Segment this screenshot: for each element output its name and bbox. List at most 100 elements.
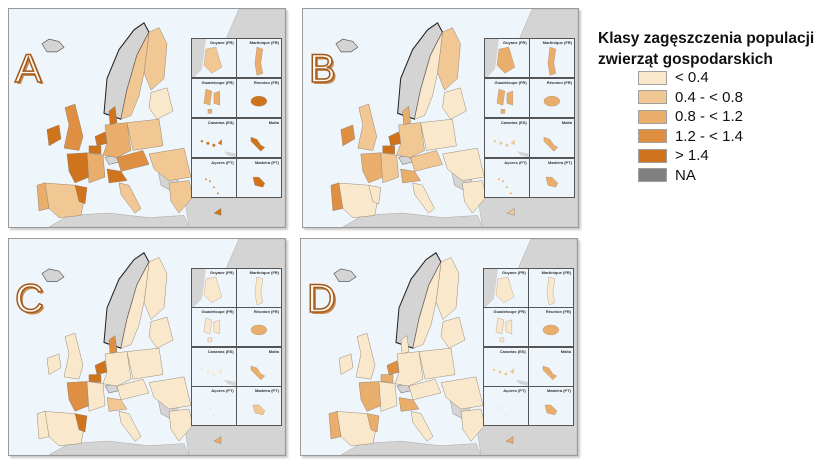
region-pl [126,347,164,380]
region-hu-ro [148,147,192,181]
inset-shape [254,46,264,76]
inset-label: Réunion (FR) [253,309,279,315]
region-fr-e [380,152,399,184]
inset-5: Malta [529,347,573,386]
inset-7: Madeira (PT) [529,387,573,425]
legend-label: < 0.4 [675,69,709,87]
inset-shape [254,276,264,306]
region-be [88,374,102,383]
inset-label: Canarias (ES) [500,119,527,125]
region-uk [357,103,377,151]
legend-item: 0.8 - < 1.2 [638,107,818,127]
inset-label: Açores (PT) [211,388,234,394]
region-fr-e [378,381,398,412]
region-de [394,351,424,387]
inset-label: Guyane (FR) [501,270,526,275]
region-es-ne [368,184,381,205]
region-ie [340,124,356,147]
map-panel-d: D Guyane (FR) Martinique (FR) Guadeloupe (F… [300,238,578,456]
region-it-n [106,168,128,184]
inset-2: Guadeloupe (FR) [484,308,528,347]
inset-label: Réunion (FR) [546,79,572,85]
region-be [380,374,394,383]
legend-item: 0.4 - < 0.8 [638,88,818,108]
region-it-n [400,168,421,184]
region-hu-ro [440,376,484,410]
region-uk [355,332,376,380]
legend-title: Klasy zagęszczenia populacji zwierząt go… [598,30,815,68]
inset-shape [543,365,558,380]
inset-label: Malta [560,348,571,354]
region-cz-at [410,150,443,172]
region-it-n [106,397,128,412]
region-ie [46,353,62,375]
inset-shape [544,136,559,152]
legend-label: > 1.4 [675,147,709,165]
inset-3: Réunion (FR) [530,78,574,118]
inset-shape [544,404,558,416]
inset-shape [543,325,560,336]
panel-letter: A [14,47,42,91]
inset-label: Guyane (FR) [209,40,234,45]
inset-label: Malta [268,348,279,354]
inset-shape [492,367,528,386]
region-hu-ro [148,376,192,410]
map-panel-a: A Guyane (FR) Martinique (FR) Guadeloupe (F… [8,8,286,228]
region-nl [388,131,401,147]
legend-item: < 0.4 [638,68,818,88]
region-pl [126,118,164,151]
region-be [382,145,395,155]
region-bg-gr [168,408,194,442]
region-fr-w [358,381,382,412]
region-bg-gr [168,180,194,214]
inset-shape [545,176,559,188]
region-pl [420,118,457,151]
eu-regions [36,27,222,218]
inset-3: Réunion (FR) [237,78,281,118]
region-dk [402,106,411,126]
inset-shape [251,95,268,107]
region-bg-gr [460,408,486,442]
region-de [102,351,132,387]
inset-label: Canarias (ES) [499,348,526,354]
inset-label: Guyane (FR) [502,40,527,45]
inset-label: Guadeloupe (FR) [201,79,234,85]
inset-shape [251,136,266,152]
region-pt [36,182,50,212]
region-fr-e [86,152,106,184]
inset-5: Malta [237,347,281,386]
region-cy [213,436,222,444]
region-pt [328,411,342,440]
outermost-regions-insets: Guyane (FR) Martinique (FR) Guadeloupe (FR… [483,268,574,426]
inset-label: Açores (PT) [503,388,526,394]
inset-shape [204,177,219,194]
eu-regions [328,257,514,447]
inset-label: Réunion (FR) [545,309,571,315]
inset-7: Madeira (PT) [237,158,281,197]
region-fr-w [66,152,90,184]
region-it-s [410,411,434,442]
inset-shape [192,269,223,307]
inset-shape [251,325,268,336]
region-fr-w [360,152,383,184]
panel-letter: D [306,277,336,321]
legend-label: NA [675,166,696,184]
inset-shape [200,367,236,386]
inset-5: Malta [530,118,574,158]
inset-label: Martinique (FR) [249,270,279,275]
inset-shape [252,176,266,188]
inset-label: Madeira (PT) [254,159,279,165]
region-pt [36,411,50,440]
inset-label: Malta [561,119,572,125]
map-panel-c: C Guyane (FR) Martinique (FR) Guadeloupe (F… [8,238,286,456]
inset-shape [200,138,236,158]
inset-shape [493,138,529,158]
map-legend: Klasy zagęszczenia populacji zwierząt go… [598,28,818,185]
region-cz-at [116,150,150,172]
inset-4: Canarias (ES) [484,347,528,386]
panel-letter: B [308,47,336,91]
legend-items: < 0.4 0.4 - < 0.8 0.8 - < 1.2 1.2 - < 1.… [638,68,818,185]
region-fr-e [86,381,106,412]
region-uk [63,332,84,380]
legend-item: 1.2 - < 1.4 [638,127,818,147]
